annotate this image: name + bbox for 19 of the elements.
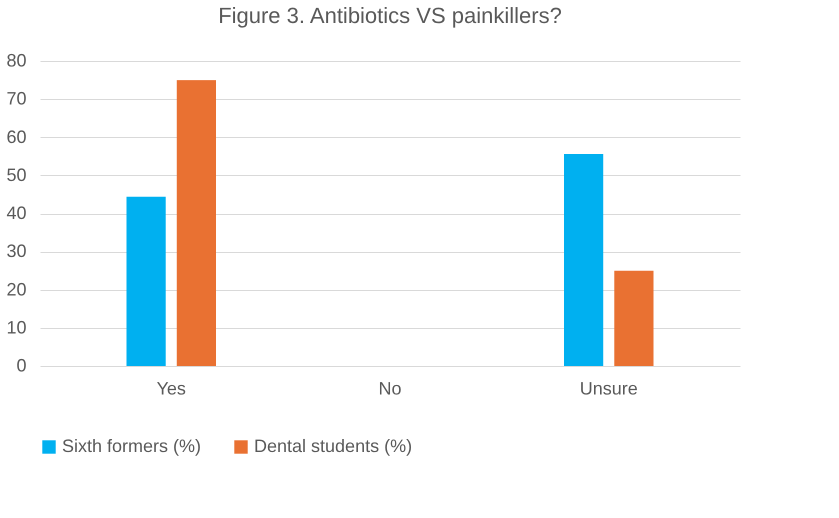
bar <box>176 80 216 366</box>
x-tick-label: Unsure <box>580 378 638 398</box>
bar <box>614 270 654 366</box>
y-tick-label: 40 <box>6 203 26 223</box>
y-tick-label: 30 <box>6 241 26 262</box>
y-tick-label: 50 <box>6 164 26 185</box>
legend-label: Sixth formers (%) <box>62 436 202 456</box>
y-tick-label: 20 <box>6 279 26 300</box>
y-tick-label: 80 <box>6 50 26 70</box>
chart-title: Figure 3. Antibiotics VS painkillers? <box>218 3 562 28</box>
legend-label: Dental students (%) <box>254 436 412 456</box>
y-tick-label: 10 <box>6 317 26 338</box>
x-tick-label: No <box>378 378 402 398</box>
bar <box>564 154 604 366</box>
y-tick-label: 0 <box>16 356 26 376</box>
bar <box>126 196 166 366</box>
y-tick-label: 60 <box>6 126 26 147</box>
x-tick-label: Yes <box>156 378 186 398</box>
y-tick-label: 70 <box>6 88 26 109</box>
